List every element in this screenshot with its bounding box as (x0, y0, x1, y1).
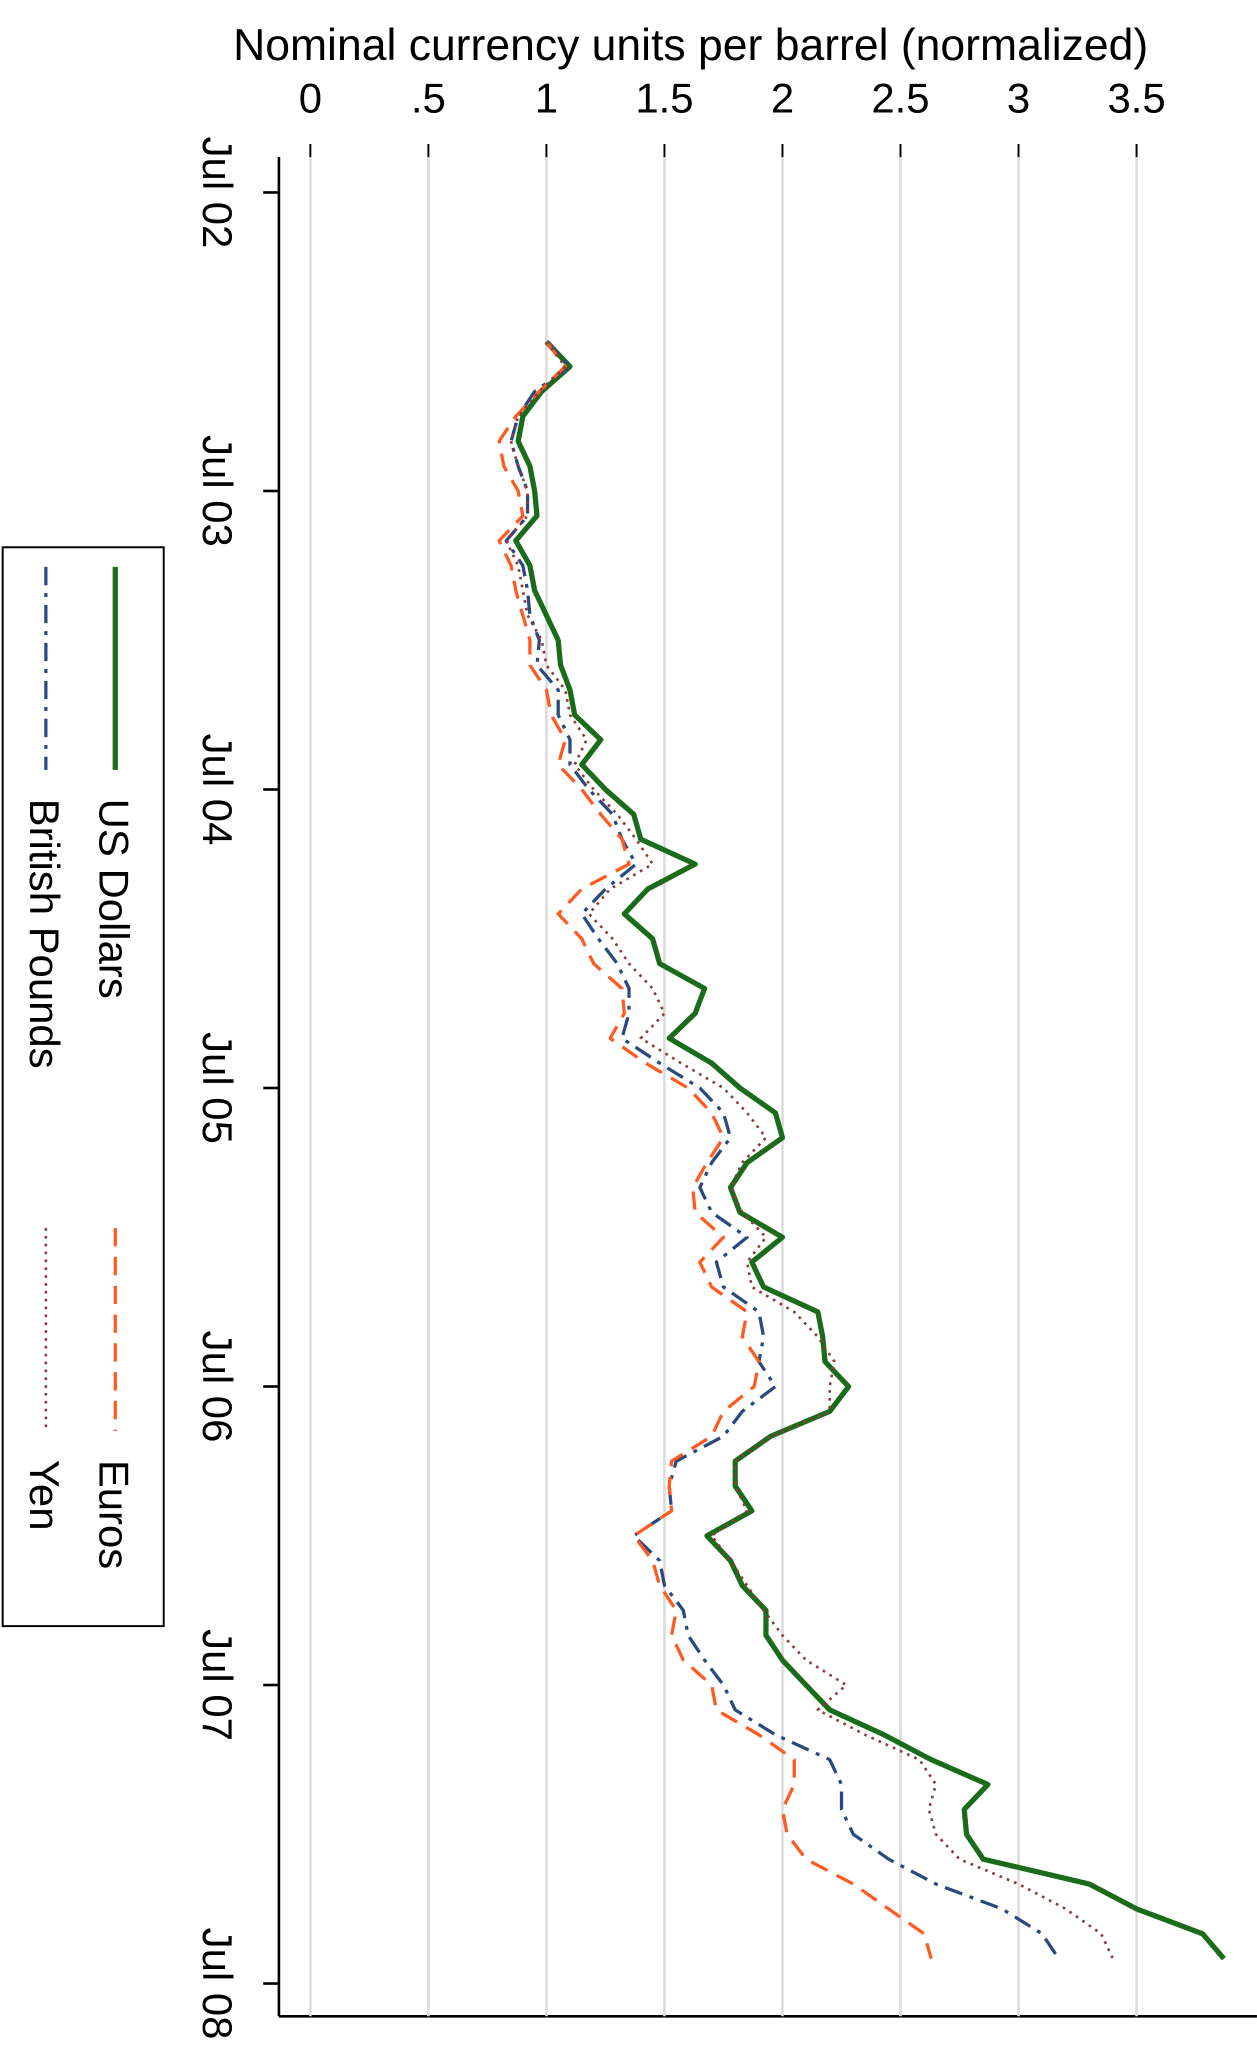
value-tick-label: 0 (299, 75, 322, 122)
date-tick-label: Jul 08 (194, 1928, 241, 2040)
date-tick-label: Jul 04 (194, 734, 241, 846)
date-tick-label: Jul 06 (194, 1331, 241, 1443)
series-line (497, 340, 933, 1960)
date-tick-label: Jul 03 (194, 435, 241, 547)
value-tick-label: 3 (1007, 75, 1030, 122)
date-tick-label: Jul 05 (194, 1032, 241, 1144)
date-tick-label: Jul 02 (194, 137, 241, 249)
series-line (504, 340, 1061, 1960)
value-tick-label: .5 (411, 75, 446, 122)
legend-label: British Pounds (21, 799, 68, 1069)
series-line (504, 340, 1115, 1960)
legend-label: Yen (21, 1460, 68, 1531)
series-line (513, 339, 1226, 1961)
value-tick-label: 3.5 (1107, 75, 1165, 122)
value-tick-label: 2.5 (871, 75, 929, 122)
value-tick-label: 2 (771, 75, 794, 122)
axis-title: Nominal currency units per barrel (norma… (233, 21, 1148, 70)
value-tick-label: 1.5 (635, 75, 693, 122)
legend-label: Euros (91, 1460, 138, 1569)
date-tick-label: Jul 07 (194, 1629, 241, 1741)
legend-box (1, 546, 165, 1628)
value-tick-label: 1 (535, 75, 558, 122)
legend-label: US Dollars (91, 799, 138, 999)
